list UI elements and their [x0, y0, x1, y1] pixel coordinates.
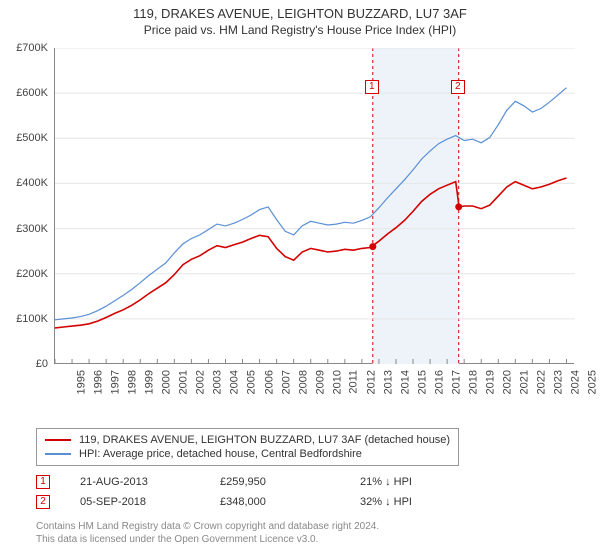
x-tick-label: 2009: [314, 370, 326, 394]
y-tick-label: £0: [2, 358, 48, 370]
x-tick-label: 2022: [536, 370, 548, 394]
legend-swatch: [45, 453, 71, 455]
x-tick-label: 2008: [297, 370, 309, 394]
x-tick-label: 2004: [229, 370, 241, 394]
event-delta: 32% ↓ HPI: [360, 496, 470, 508]
y-tick-label: £500K: [2, 132, 48, 144]
x-tick-label: 2002: [195, 370, 207, 394]
event-marker-box: 1: [36, 475, 50, 489]
footer-line-2: This data is licensed under the Open Gov…: [36, 533, 379, 546]
x-tick-label: 2000: [161, 370, 173, 394]
sale-events: 1 21-AUG-2013 £259,950 21% ↓ HPI 2 05-SEP-201…: [36, 472, 470, 512]
chart-subtitle: Price paid vs. HM Land Registry's House …: [0, 21, 600, 43]
y-tick-label: £400K: [2, 177, 48, 189]
event-price: £259,950: [220, 476, 330, 488]
footer: Contains HM Land Registry data © Crown c…: [36, 520, 379, 546]
sale-marker-box: 1: [365, 80, 379, 94]
x-tick-label: 1995: [75, 370, 87, 394]
plot-area: [54, 48, 574, 364]
x-tick-label: 2025: [587, 370, 599, 394]
event-price: £348,000: [220, 496, 330, 508]
x-tick-label: 1998: [127, 370, 139, 394]
footer-line-1: Contains HM Land Registry data © Crown c…: [36, 520, 379, 533]
x-tick-label: 2017: [451, 370, 463, 394]
x-tick-label: 2019: [485, 370, 497, 394]
x-tick-label: 2010: [331, 370, 343, 394]
x-tick-label: 2013: [382, 370, 394, 394]
x-tick-label: 2014: [399, 370, 411, 394]
x-tick-label: 1996: [93, 370, 105, 394]
legend-row: HPI: Average price, detached house, Cent…: [45, 447, 450, 461]
x-tick-label: 2006: [263, 370, 275, 394]
x-tick-label: 2003: [212, 370, 224, 394]
x-tick-label: 2001: [178, 370, 190, 394]
legend-label: HPI: Average price, detached house, Cent…: [79, 448, 362, 460]
chart-container: 119, DRAKES AVENUE, LEIGHTON BUZZARD, LU…: [0, 0, 600, 560]
y-tick-label: £600K: [2, 87, 48, 99]
event-row: 1 21-AUG-2013 £259,950 21% ↓ HPI: [36, 472, 470, 492]
x-tick-label: 2016: [434, 370, 446, 394]
plot-svg: [55, 48, 575, 364]
x-tick-label: 1999: [144, 370, 156, 394]
x-tick-label: 2005: [246, 370, 258, 394]
event-date: 21-AUG-2013: [80, 476, 190, 488]
sale-marker-box: 2: [451, 80, 465, 94]
y-tick-label: £200K: [2, 268, 48, 280]
chart-area: £0 £100K £200K £300K £400K £500K £600K £700K 19…: [0, 44, 600, 404]
legend-swatch: [45, 439, 71, 441]
x-tick-label: 2012: [365, 370, 377, 394]
chart-title: 119, DRAKES AVENUE, LEIGHTON BUZZARD, LU…: [0, 0, 600, 21]
x-tick-label: 2020: [502, 370, 514, 394]
x-tick-label: 2018: [468, 370, 480, 394]
event-date: 05-SEP-2018: [80, 496, 190, 508]
legend: 119, DRAKES AVENUE, LEIGHTON BUZZARD, LU…: [36, 428, 459, 466]
x-tick-label: 2023: [553, 370, 565, 394]
event-delta: 21% ↓ HPI: [360, 476, 470, 488]
x-tick-label: 2007: [280, 370, 292, 394]
x-tick-label: 2011: [347, 370, 359, 394]
legend-row: 119, DRAKES AVENUE, LEIGHTON BUZZARD, LU…: [45, 433, 450, 447]
x-tick-label: 2015: [416, 370, 428, 394]
x-tick-label: 2021: [519, 370, 531, 394]
event-marker-box: 2: [36, 495, 50, 509]
legend-label: 119, DRAKES AVENUE, LEIGHTON BUZZARD, LU…: [79, 434, 450, 446]
y-tick-label: £100K: [2, 313, 48, 325]
event-row: 2 05-SEP-2018 £348,000 32% ↓ HPI: [36, 492, 470, 512]
x-tick-label: 2024: [570, 370, 582, 394]
x-tick-label: 1997: [110, 370, 122, 394]
y-tick-label: £700K: [2, 42, 48, 54]
y-tick-label: £300K: [2, 223, 48, 235]
